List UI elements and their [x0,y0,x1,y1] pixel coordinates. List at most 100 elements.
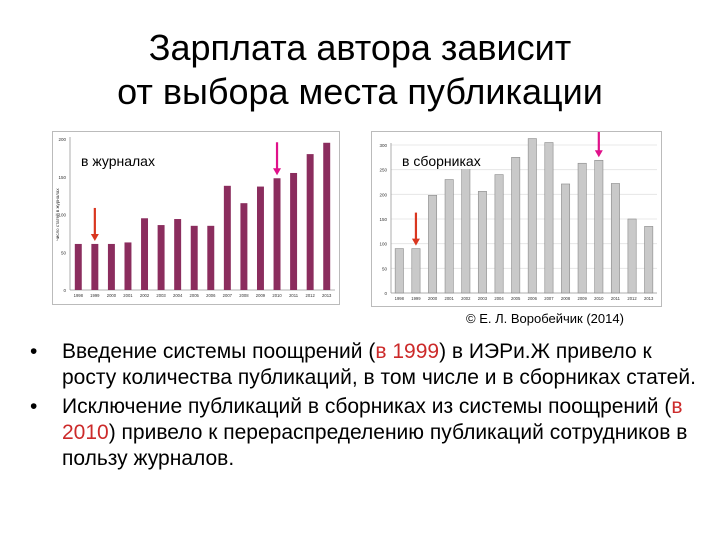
x-tick-label: 2012 [305,293,315,298]
y-tick-label: 100 [58,213,66,218]
y-tick-label: 200 [58,137,66,142]
bar [594,159,604,294]
y-tick-label: 0 [63,288,66,293]
bullet-text: Введение системы поощрений ( [62,340,376,363]
x-tick-label: 1999 [90,293,100,298]
bar [610,183,620,294]
journals-chart-svg: 0 50 100 150 200 1998 1999 2000 2001 2002 2003 2004… [54,137,335,298]
collections-chart-svg: 0 50 100 150 200 250 300 1998 1999 2000 2001 2002 20… [379,132,657,301]
x-tick-label: 2008 [239,293,249,298]
x-tick-label: 2008 [561,296,571,301]
title-line-2: от выбора места публикации [117,71,603,112]
slide-title: Зарплата автора зависит от выбора места … [0,26,720,114]
bullet-text: Исключение публикаций в сборниках из сис… [62,395,672,418]
x-tick-label: 2000 [107,293,117,298]
y-tick-label: 50 [382,266,388,271]
bar [223,185,231,290]
bar [477,191,487,294]
red-arrow-icon [411,212,420,246]
x-tick-label: 2009 [256,293,266,298]
y-tick-label: 250 [379,168,387,173]
credit-text: © Е. Л. Воробейчик (2014) [466,311,624,326]
bar [394,248,404,294]
x-tick-label: 2012 [627,296,637,301]
bar [411,248,421,294]
bar [544,142,554,294]
y-tick-label: 0 [384,291,387,296]
x-tick-label: 2006 [528,296,538,301]
y-tick-label: 200 [379,192,387,197]
bar [174,219,182,290]
bar [256,186,264,290]
x-tick-label: 2003 [478,296,488,301]
x-tick-label: 2007 [544,296,554,301]
x-tick-label: 2011 [289,293,299,298]
y-tick-label: 50 [61,250,67,255]
bar [644,226,654,294]
bar [91,243,99,290]
bar [323,142,331,290]
bar [444,179,454,294]
x-tick-label: 2004 [173,293,183,298]
x-tick-label: 2011 [611,296,621,301]
x-tick-label: 2010 [594,296,604,301]
x-tick-label: 2007 [223,293,233,298]
bar [627,218,637,294]
bar [290,172,298,290]
bar [74,243,82,290]
collections-chart: 0 50 100 150 200 250 300 1998 1999 2000 2001 2002 20… [371,131,662,307]
y-tick-label: 300 [379,143,387,148]
x-tick-label: 1998 [395,296,405,301]
bar [494,174,504,294]
magenta-arrow-icon [273,142,282,176]
bullet-list: • Введение системы поощрений (в 1999) в … [30,339,710,475]
bar [207,225,215,290]
bar [240,203,248,290]
bar [306,154,314,290]
bar [561,183,571,294]
bar [461,167,471,294]
bar [273,178,281,290]
x-tick-label: 2003 [156,293,166,298]
x-tick-label: 2010 [272,293,282,298]
bar [428,195,438,294]
bar [124,242,132,290]
bar [107,243,115,290]
journals-chart: 0 50 100 150 200 1998 1999 2000 2001 2002 2003 2004… [52,131,340,305]
title-line-1: Зарплата автора зависит [148,27,572,68]
bar [511,157,521,294]
x-tick-label: 2001 [445,296,455,301]
x-tick-label: 2004 [494,296,504,301]
x-tick-label: 2005 [511,296,521,301]
y-tick-label: 100 [379,242,387,247]
bar [157,225,165,290]
x-tick-label: 2005 [190,293,200,298]
bar [577,162,587,294]
bar [141,218,149,290]
bar [190,225,198,290]
x-tick-label: 2000 [428,296,438,301]
x-tick-label: 1998 [74,293,84,298]
x-tick-label: 2013 [644,296,654,301]
journals-chart-label: в журналах [81,153,155,169]
y-tick-label: 150 [379,217,387,222]
bar [527,138,537,294]
x-tick-label: 2009 [578,296,588,301]
bullet-item-2: • Исключение публикаций в сборниках из с… [30,394,710,472]
x-tick-label: 1999 [411,296,421,301]
red-arrow-icon [90,207,99,241]
x-tick-label: 2002 [140,293,150,298]
bullet-item-1: • Введение системы поощрений (в 1999) в … [30,339,710,391]
bullet-text: ) привело к перераспределению публикаций… [62,421,688,470]
bullet-highlight: в 2010 [62,395,683,444]
collections-chart-label: в сборниках [402,153,481,169]
bullet-text: ) в ИЭРи.Ж привело к росту количества пу… [62,340,696,389]
bullet-highlight: в 1999 [375,340,440,363]
y-axis-title: число статей в журналах [54,188,60,241]
x-tick-label: 2006 [206,293,216,298]
bullet-marker: • [30,395,38,418]
bullet-marker: • [30,340,38,363]
y-tick-label: 150 [58,175,66,180]
x-tick-label: 2013 [322,293,332,298]
magenta-arrow-icon [594,132,603,158]
